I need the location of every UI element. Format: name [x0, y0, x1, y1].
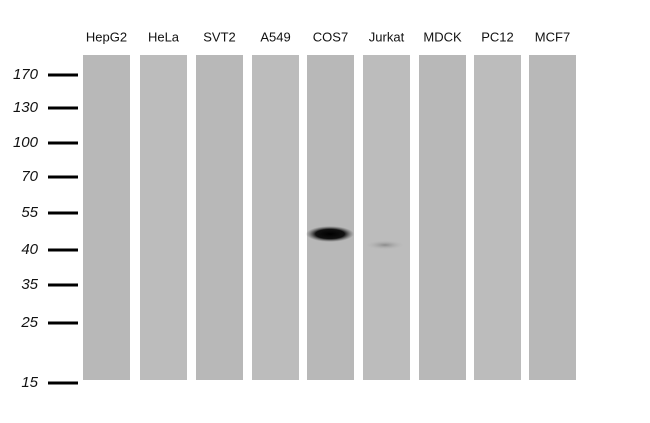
lane — [363, 55, 410, 380]
lane-label: MCF7 — [535, 29, 570, 44]
lane-label: SVT2 — [203, 29, 236, 44]
lane-label: A549 — [260, 29, 290, 44]
lane-label: PC12 — [481, 29, 514, 44]
lane-label: HeLa — [148, 29, 180, 44]
band — [306, 226, 354, 242]
marker-label: 70 — [21, 168, 38, 185]
lane-label: Jurkat — [369, 29, 405, 44]
marker-label: 15 — [21, 374, 38, 391]
marker-label: 55 — [21, 204, 38, 221]
marker-label: 40 — [21, 241, 38, 258]
lane — [529, 55, 576, 380]
lane — [252, 55, 299, 380]
marker-label: 35 — [21, 276, 38, 293]
lane-label: HepG2 — [86, 29, 127, 44]
lane — [307, 55, 354, 380]
lane-label: MDCK — [423, 29, 462, 44]
lane — [196, 55, 243, 380]
lane-label: COS7 — [313, 29, 348, 44]
marker-label: 100 — [13, 134, 39, 151]
marker-label: 25 — [20, 314, 38, 331]
marker-label: 170 — [13, 66, 39, 83]
faint-band — [365, 240, 405, 250]
lane — [419, 55, 466, 380]
lane — [140, 55, 187, 380]
lane — [83, 55, 130, 380]
lane — [474, 55, 521, 380]
marker-label: 130 — [13, 99, 39, 116]
